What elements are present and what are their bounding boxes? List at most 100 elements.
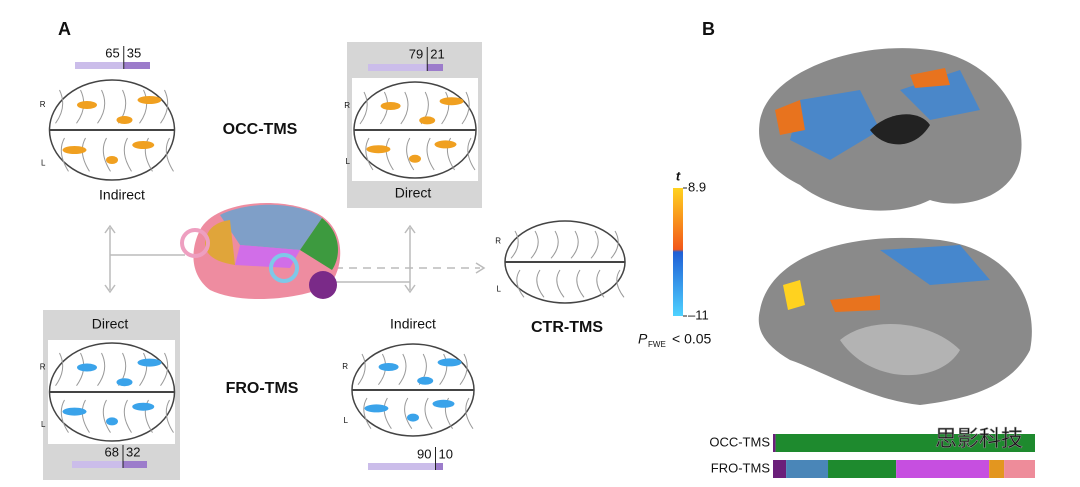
split-value: 10 bbox=[439, 446, 453, 461]
activation-blob bbox=[380, 102, 401, 110]
activation-blob bbox=[366, 145, 391, 154]
surface-brains bbox=[758, 48, 1032, 405]
colorbar-tick-label: –11 bbox=[688, 307, 709, 322]
sulcus bbox=[160, 89, 174, 172]
colorbar-symbol: t bbox=[676, 168, 681, 183]
sulcus bbox=[441, 91, 456, 171]
orientation-label: R bbox=[342, 362, 348, 371]
sulcus bbox=[97, 89, 111, 172]
split-bar bbox=[123, 461, 147, 468]
bar-segment bbox=[786, 460, 829, 478]
sulcus bbox=[461, 91, 476, 171]
bar-segment bbox=[896, 460, 990, 478]
activation-blob bbox=[439, 97, 464, 106]
activation-blob bbox=[432, 399, 455, 408]
activation-blob bbox=[419, 116, 436, 125]
sulcus bbox=[97, 352, 111, 433]
sulcus bbox=[357, 353, 372, 429]
sulcus bbox=[610, 230, 625, 298]
colorbar-tick-label: 8.9 bbox=[688, 179, 706, 194]
sulcus bbox=[359, 91, 374, 171]
bar-label: OCC-TMS bbox=[709, 434, 770, 449]
split-value: 35 bbox=[127, 45, 141, 60]
activation-blob bbox=[77, 363, 97, 372]
activation-blob bbox=[106, 417, 118, 426]
sulcus bbox=[510, 230, 525, 298]
activation-blob bbox=[409, 154, 421, 163]
orientation-label: R bbox=[495, 237, 501, 246]
split-value: 90 bbox=[417, 446, 431, 461]
activation-blob bbox=[132, 141, 155, 149]
map-caption: Indirect bbox=[99, 187, 145, 203]
activation-blob bbox=[106, 156, 118, 164]
sulcus bbox=[160, 352, 174, 433]
threshold-symbol: P bbox=[638, 331, 648, 347]
sulcus bbox=[55, 89, 69, 172]
activation-blob bbox=[137, 96, 162, 104]
sulcus bbox=[550, 230, 565, 298]
activation-blob bbox=[62, 407, 87, 416]
sulcus bbox=[400, 91, 415, 171]
map-caption: Direct bbox=[92, 316, 129, 332]
activation-blob bbox=[116, 378, 133, 387]
activation-blob bbox=[116, 116, 133, 124]
center-brain bbox=[180, 203, 341, 300]
sulcus bbox=[570, 230, 585, 298]
split-value: 32 bbox=[126, 444, 140, 459]
activation-blob bbox=[437, 358, 462, 367]
bar-segment bbox=[828, 460, 897, 478]
sulcus bbox=[139, 352, 153, 433]
split-bar bbox=[368, 64, 428, 71]
activation-blob bbox=[434, 140, 457, 149]
orientation-label: R bbox=[40, 100, 46, 109]
orientation-label: R bbox=[40, 363, 46, 372]
orientation-label: L bbox=[497, 284, 502, 293]
split-value: 79 bbox=[409, 46, 423, 61]
sulcus bbox=[590, 230, 605, 298]
orientation-label: L bbox=[41, 158, 46, 167]
split-bar bbox=[72, 461, 123, 468]
sulcus bbox=[530, 230, 545, 298]
split-bar bbox=[435, 463, 443, 470]
split-value: 68 bbox=[105, 444, 119, 459]
condition-label: OCC-TMS bbox=[223, 121, 298, 138]
sulcus bbox=[459, 353, 474, 429]
bar-segment bbox=[989, 460, 1005, 478]
bar-segment bbox=[773, 434, 776, 452]
bar-segment bbox=[775, 434, 1035, 452]
condition-label: FRO-TMS bbox=[226, 380, 299, 397]
activation-blob bbox=[407, 413, 419, 422]
bar-label: FRO-TMS bbox=[711, 460, 771, 475]
split-bar bbox=[368, 463, 436, 470]
orientation-label: R bbox=[344, 101, 350, 110]
panel-label: B bbox=[702, 19, 715, 39]
orientation-label: L bbox=[41, 420, 46, 429]
activation-blob bbox=[378, 363, 399, 371]
split-value: 65 bbox=[105, 45, 119, 60]
condition-label: CTR-TMS bbox=[531, 319, 603, 336]
watermark: 思影科技 bbox=[935, 426, 1023, 451]
activation-blob bbox=[77, 101, 97, 109]
split-bar bbox=[75, 62, 124, 69]
map-caption: Indirect bbox=[390, 316, 436, 332]
sulcus bbox=[398, 353, 413, 429]
split-bar bbox=[427, 64, 443, 71]
activation-blob bbox=[364, 404, 389, 413]
map-caption: Direct bbox=[395, 185, 432, 201]
split-bar bbox=[123, 62, 150, 69]
sulcus bbox=[139, 89, 153, 172]
activation-blob bbox=[137, 358, 162, 367]
activation-blob bbox=[132, 402, 155, 411]
panel-label: A bbox=[58, 19, 71, 39]
bar-segment bbox=[773, 460, 787, 478]
colorbar bbox=[673, 188, 683, 316]
activation-blob bbox=[62, 146, 87, 154]
threshold-sub: FWE bbox=[648, 340, 666, 349]
orientation-label: L bbox=[346, 157, 351, 166]
sulcus bbox=[55, 352, 69, 433]
arrows bbox=[104, 224, 486, 294]
split-value: 21 bbox=[430, 46, 444, 61]
bar-segment bbox=[1004, 460, 1035, 478]
orientation-label: L bbox=[344, 416, 349, 425]
